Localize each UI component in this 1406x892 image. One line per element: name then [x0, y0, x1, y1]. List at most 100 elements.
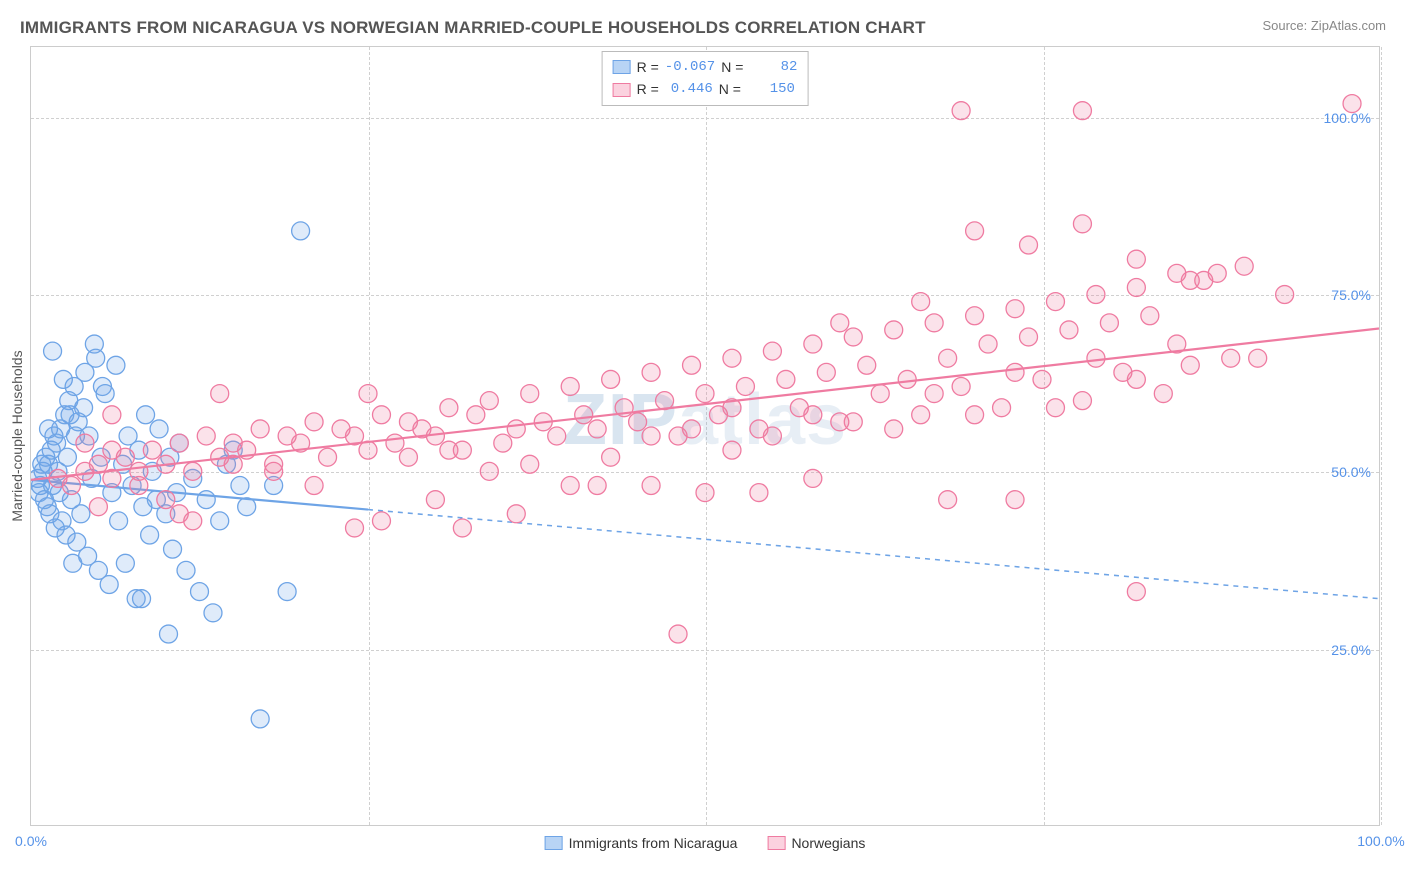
legend-row-norwegians: R = 0.446 N = 150 [613, 78, 798, 100]
scatter-point-norwegians [1073, 392, 1091, 410]
scatter-point-nicaragua [116, 554, 134, 572]
scatter-point-norwegians [763, 427, 781, 445]
scatter-point-norwegians [1087, 286, 1105, 304]
scatter-point-norwegians [170, 434, 188, 452]
scatter-point-norwegians [561, 378, 579, 396]
scatter-point-nicaragua [137, 406, 155, 424]
scatter-point-norwegians [696, 385, 714, 403]
scatter-point-nicaragua [251, 710, 269, 728]
scatter-point-norwegians [386, 434, 404, 452]
scatter-point-norwegians [804, 469, 822, 487]
scatter-point-nicaragua [110, 512, 128, 530]
scatter-point-norwegians [925, 385, 943, 403]
scatter-point-norwegians [885, 420, 903, 438]
scatter-point-nicaragua [197, 491, 215, 509]
scatter-point-norwegians [858, 356, 876, 374]
scatter-point-norwegians [467, 406, 485, 424]
scatter-point-norwegians [912, 406, 930, 424]
scatter-point-norwegians [507, 505, 525, 523]
scatter-point-norwegians [157, 491, 175, 509]
scatter-point-nicaragua [164, 540, 182, 558]
swatch-norwegians [613, 83, 631, 97]
scatter-point-norwegians [76, 434, 94, 452]
scatter-point-norwegians [494, 434, 512, 452]
scatter-point-norwegians [1060, 321, 1078, 339]
scatter-point-nicaragua [85, 335, 103, 353]
scatter-point-norwegians [844, 328, 862, 346]
scatter-point-norwegians [143, 441, 161, 459]
scatter-point-norwegians [1006, 491, 1024, 509]
scatter-point-norwegians [521, 455, 539, 473]
scatter-point-norwegians [871, 385, 889, 403]
scatter-point-norwegians [750, 484, 768, 502]
scatter-point-norwegians [763, 342, 781, 360]
scatter-point-nicaragua [278, 583, 296, 601]
scatter-point-norwegians [1249, 349, 1267, 367]
legend-item-nicaragua: Immigrants from Nicaragua [545, 835, 738, 851]
scatter-point-norwegians [966, 307, 984, 325]
scatter-point-norwegians [831, 314, 849, 332]
scatter-point-norwegians [1073, 102, 1091, 120]
scatter-point-norwegians [966, 222, 984, 240]
scatter-point-norwegians [1033, 370, 1051, 388]
scatter-point-norwegians [62, 477, 80, 495]
gridline-v [1381, 47, 1382, 825]
scatter-point-norwegians [480, 392, 498, 410]
legend-row-nicaragua: R = -0.067 N = 82 [613, 56, 798, 78]
scatter-point-norwegians [319, 448, 337, 466]
scatter-point-norwegians [426, 491, 444, 509]
scatter-point-norwegians [265, 462, 283, 480]
scatter-point-nicaragua [64, 554, 82, 572]
scatter-point-nicaragua [61, 406, 79, 424]
scatter-point-norwegians [251, 420, 269, 438]
scatter-point-norwegians [602, 370, 620, 388]
scatter-point-norwegians [507, 420, 525, 438]
scatter-point-norwegians [521, 385, 539, 403]
scatter-point-norwegians [548, 427, 566, 445]
n-label: N = [719, 78, 741, 100]
scatter-point-norwegians [1127, 278, 1145, 296]
scatter-point-norwegians [359, 385, 377, 403]
scatter-point-nicaragua [231, 477, 249, 495]
scatter-point-norwegians [979, 335, 997, 353]
scatter-point-norwegians [642, 477, 660, 495]
scatter-point-norwegians [440, 399, 458, 417]
scatter-point-norwegians [1087, 349, 1105, 367]
legend-item-norwegians: Norwegians [767, 835, 865, 851]
scatter-point-norwegians [103, 406, 121, 424]
scatter-point-norwegians [696, 484, 714, 502]
scatter-point-norwegians [1006, 363, 1024, 381]
scatter-point-norwegians [440, 441, 458, 459]
scatter-point-norwegians [346, 519, 364, 537]
scatter-point-norwegians [993, 399, 1011, 417]
scatter-point-norwegians [170, 505, 188, 523]
scatter-point-nicaragua [93, 378, 111, 396]
scatter-point-norwegians [453, 519, 471, 537]
scatter-point-norwegians [642, 427, 660, 445]
plot-svg [31, 47, 1379, 825]
scatter-point-norwegians [602, 448, 620, 466]
scatter-point-norwegians [1020, 328, 1038, 346]
scatter-point-norwegians [372, 512, 390, 530]
scatter-point-norwegians [804, 335, 822, 353]
scatter-point-norwegians [359, 441, 377, 459]
scatter-point-norwegians [723, 349, 741, 367]
n-value-norwegians: 150 [747, 78, 795, 100]
scatter-point-nicaragua [133, 590, 151, 608]
scatter-point-norwegians [399, 448, 417, 466]
correlation-legend: R = -0.067 N = 82 R = 0.446 N = 150 [602, 51, 809, 106]
scatter-point-norwegians [723, 441, 741, 459]
scatter-point-norwegians [939, 491, 957, 509]
scatter-point-norwegians [1181, 356, 1199, 374]
scatter-point-nicaragua [107, 356, 125, 374]
chart-title: IMMIGRANTS FROM NICARAGUA VS NORWEGIAN M… [20, 18, 926, 38]
scatter-point-norwegians [966, 406, 984, 424]
trend-line-norwegians [31, 328, 1379, 479]
scatter-point-nicaragua [191, 583, 209, 601]
scatter-point-norwegians [1127, 250, 1145, 268]
scatter-point-nicaragua [40, 420, 58, 438]
scatter-point-norwegians [1181, 271, 1199, 289]
scatter-point-nicaragua [54, 370, 72, 388]
scatter-point-norwegians [1006, 300, 1024, 318]
scatter-point-norwegians [1208, 264, 1226, 282]
